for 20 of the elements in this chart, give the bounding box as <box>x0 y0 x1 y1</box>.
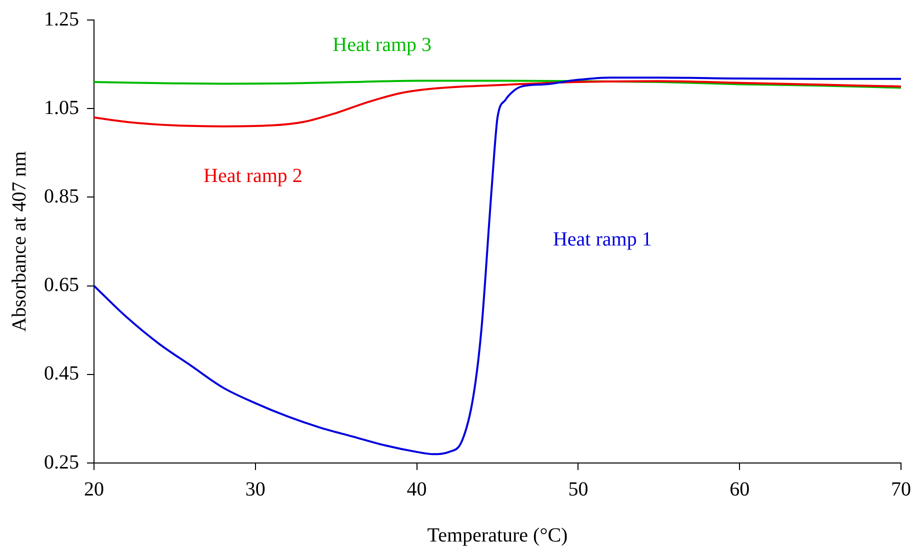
y-tick-label: 0.45 <box>44 362 79 385</box>
x-axis-title: Temperature (°C) <box>427 524 568 546</box>
line-series <box>94 80 901 89</box>
y-tick-label: 1.25 <box>44 8 79 30</box>
y-tick-label: 0.25 <box>44 451 79 474</box>
line-series <box>94 80 901 128</box>
x-tick-label: 60 <box>730 478 750 500</box>
annotation: Heat ramp 1 <box>552 228 652 250</box>
line-series <box>94 76 901 456</box>
x-tick-label: 50 <box>568 478 588 500</box>
x-tick-label: 20 <box>84 478 104 500</box>
annotation: Heat ramp 3 <box>332 34 432 56</box>
y-tick-label: 1.05 <box>44 96 79 119</box>
y-tick-label: 0.85 <box>44 185 79 208</box>
x-tick-label: 70 <box>891 478 911 500</box>
x-tick-label: 40 <box>406 478 427 500</box>
y-axis-title: Absorbance at 407 nm <box>8 150 30 332</box>
annotation: Heat ramp 2 <box>204 165 302 188</box>
y-tick-label: 0.65 <box>44 274 79 296</box>
x-tick-label: 30 <box>245 478 266 500</box>
